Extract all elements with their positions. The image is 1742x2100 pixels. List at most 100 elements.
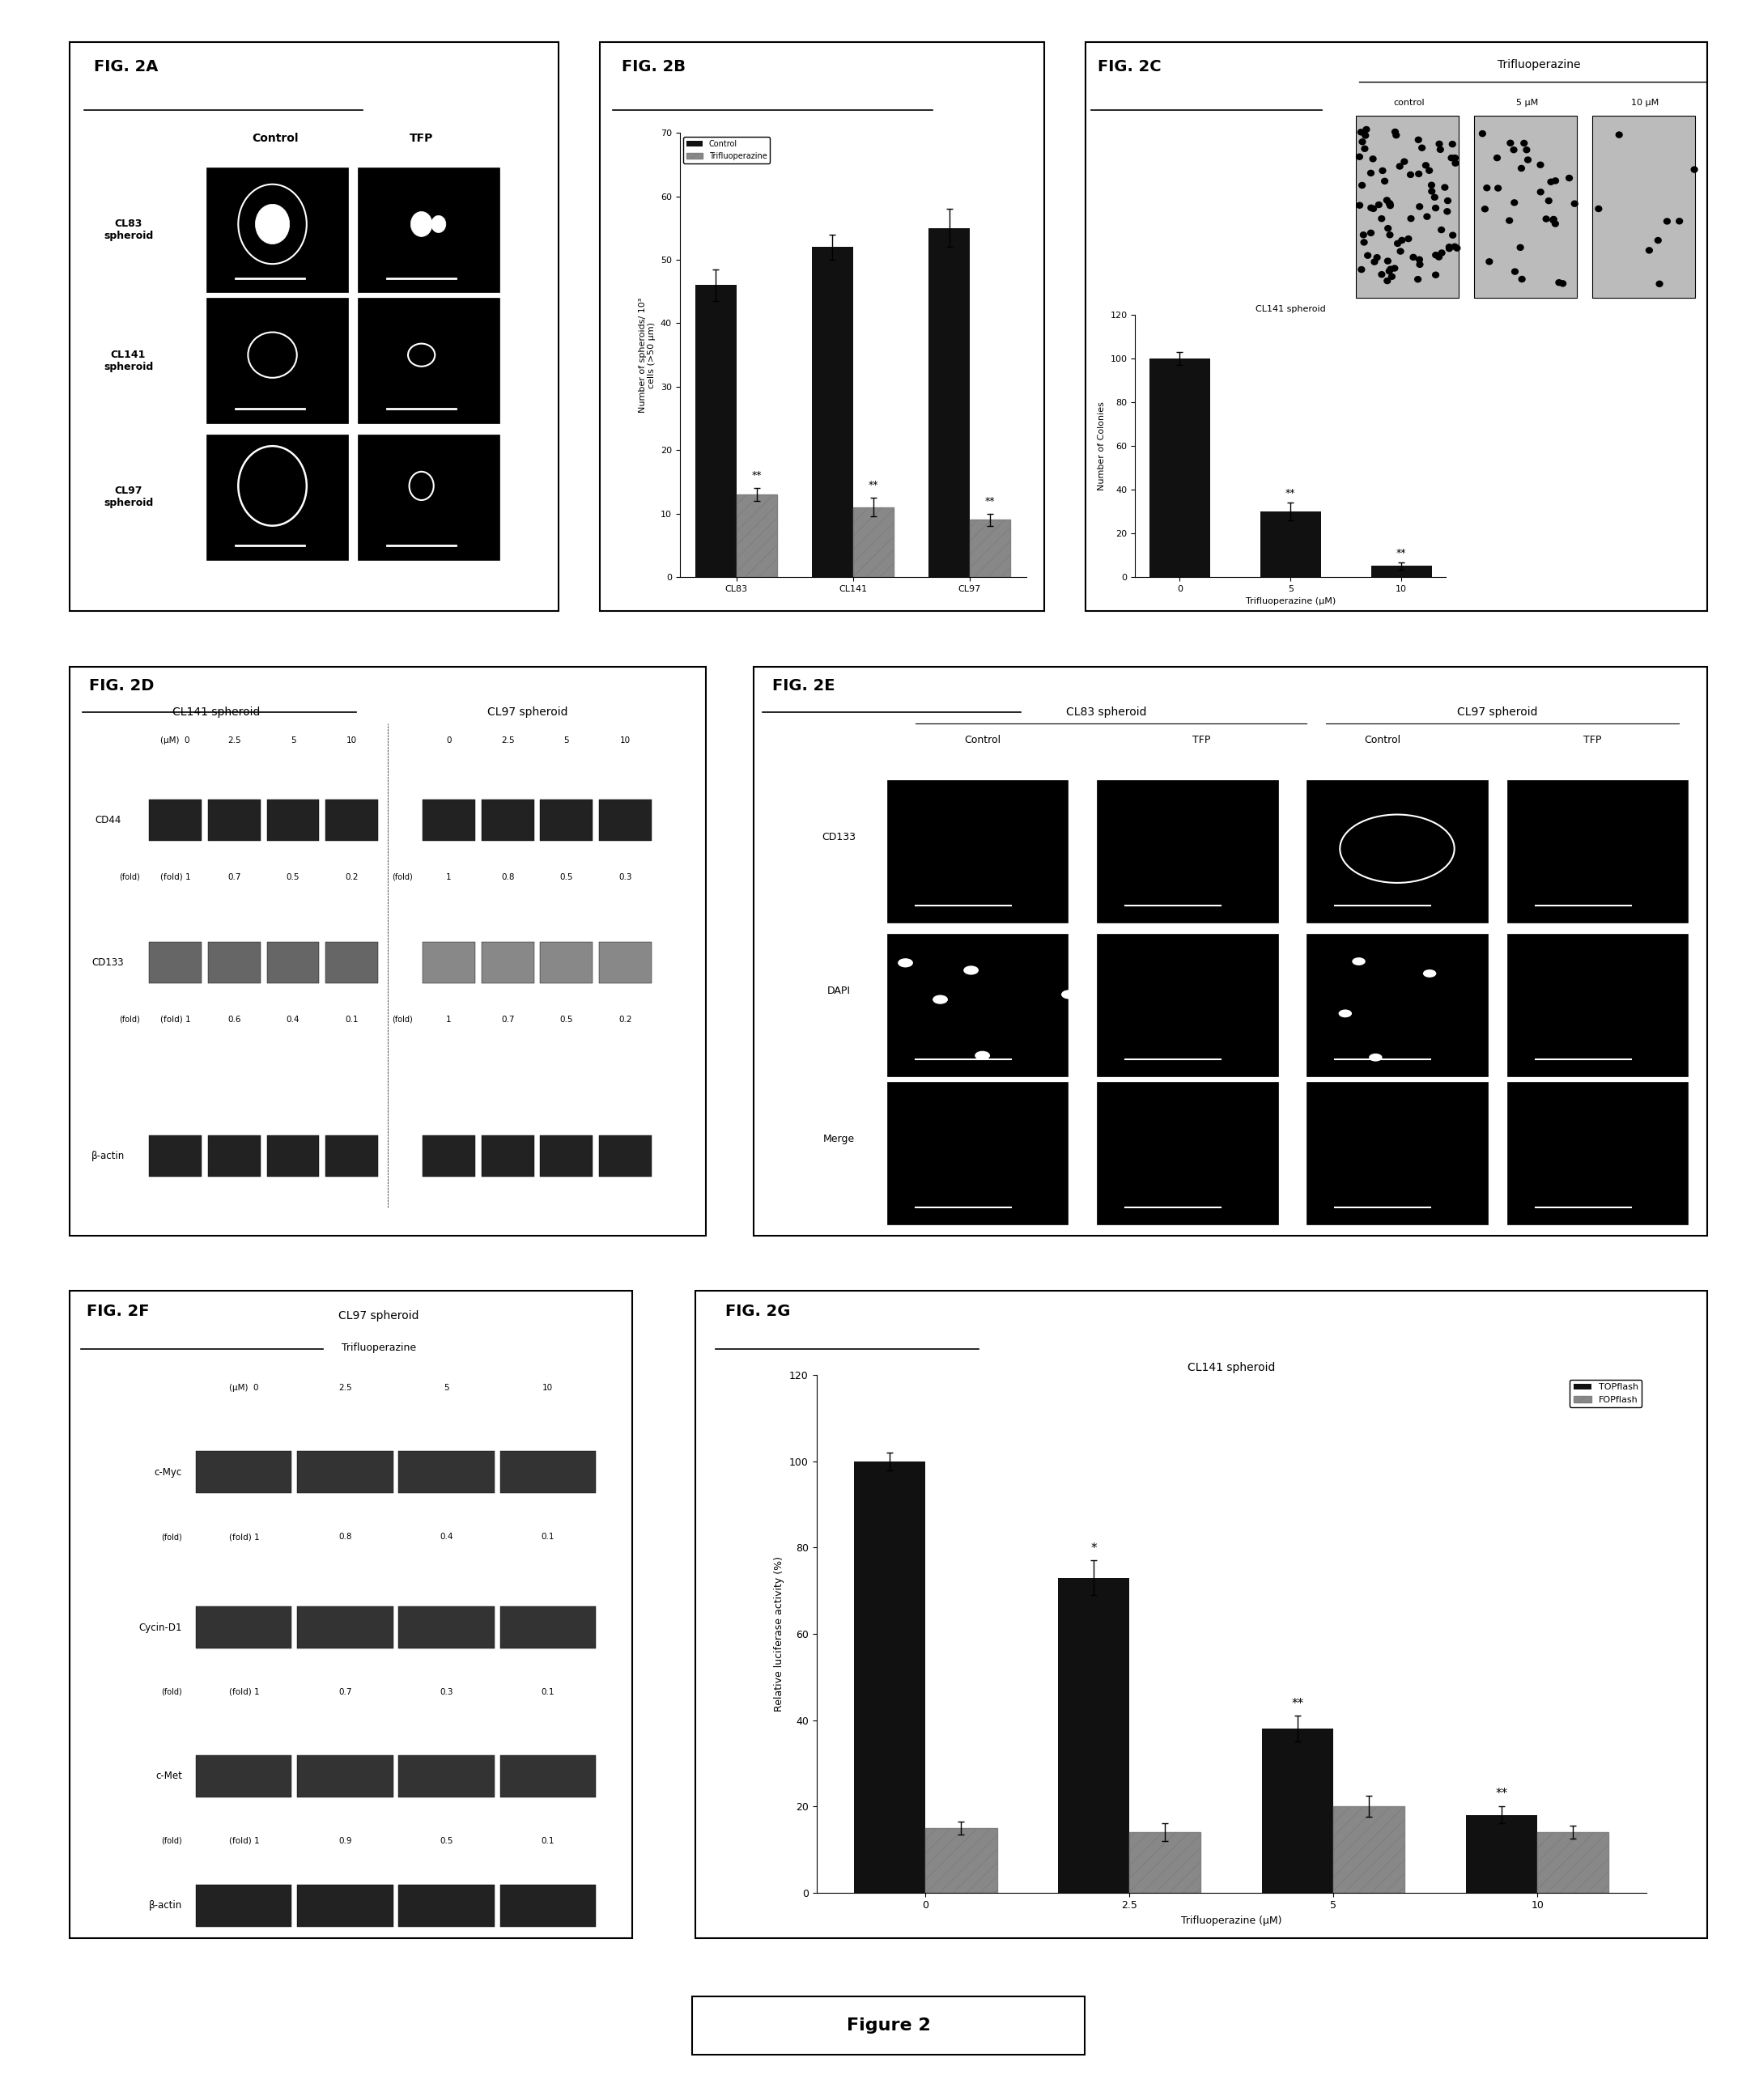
- Bar: [599, 1136, 652, 1176]
- Circle shape: [1369, 1054, 1381, 1061]
- Bar: [540, 943, 592, 983]
- Circle shape: [1519, 275, 1526, 284]
- Text: 0.1: 0.1: [542, 1533, 554, 1541]
- Text: FIG. 2G: FIG. 2G: [725, 1304, 791, 1319]
- Text: CL83 spheroid: CL83 spheroid: [1066, 706, 1146, 718]
- Circle shape: [932, 995, 948, 1004]
- Circle shape: [1399, 237, 1406, 244]
- Text: 1: 1: [446, 874, 451, 882]
- Circle shape: [1517, 244, 1524, 250]
- Circle shape: [1446, 244, 1453, 250]
- Text: Control: Control: [963, 735, 1000, 746]
- Circle shape: [1388, 273, 1395, 279]
- Circle shape: [1362, 132, 1369, 139]
- Circle shape: [1676, 218, 1683, 225]
- Circle shape: [256, 204, 289, 244]
- Circle shape: [1428, 187, 1435, 195]
- Text: Trifluoperazine: Trifluoperazine: [1498, 59, 1580, 71]
- Text: (fold): (fold): [392, 874, 413, 882]
- Bar: [423, 800, 476, 840]
- Circle shape: [1495, 185, 1502, 191]
- Bar: [150, 800, 202, 840]
- Bar: [540, 800, 592, 840]
- Circle shape: [1556, 279, 1563, 286]
- Circle shape: [1395, 164, 1404, 170]
- Circle shape: [1453, 246, 1462, 252]
- Text: FIG. 2F: FIG. 2F: [87, 1304, 150, 1319]
- Bar: [540, 1136, 592, 1176]
- Circle shape: [976, 1050, 989, 1060]
- Circle shape: [1536, 162, 1543, 168]
- Circle shape: [1401, 158, 1408, 166]
- Circle shape: [963, 966, 979, 974]
- Text: 0.5: 0.5: [559, 874, 573, 882]
- Circle shape: [1355, 202, 1364, 208]
- Text: 0.2: 0.2: [618, 1016, 632, 1023]
- Text: Control: Control: [251, 132, 298, 145]
- Circle shape: [1510, 147, 1517, 153]
- Circle shape: [1432, 204, 1439, 212]
- Circle shape: [1387, 200, 1394, 208]
- Circle shape: [1361, 239, 1367, 246]
- Text: 0.5: 0.5: [286, 874, 300, 882]
- Circle shape: [1381, 179, 1388, 185]
- Text: 2.5: 2.5: [502, 737, 514, 746]
- Circle shape: [1361, 231, 1367, 237]
- Text: Cycin-D1: Cycin-D1: [139, 1621, 183, 1632]
- Circle shape: [1408, 214, 1415, 223]
- Circle shape: [1415, 170, 1423, 176]
- Circle shape: [1449, 141, 1456, 147]
- Text: β-actin: β-actin: [148, 1900, 183, 1911]
- Text: 0.4: 0.4: [286, 1016, 300, 1023]
- Text: CL141
spheroid: CL141 spheroid: [103, 349, 153, 372]
- Circle shape: [1430, 193, 1439, 202]
- Text: 5: 5: [564, 737, 570, 746]
- Text: CL97 spheroid: CL97 spheroid: [1456, 706, 1538, 718]
- Text: 0.7: 0.7: [338, 1688, 352, 1697]
- Circle shape: [411, 212, 432, 237]
- Text: 0.1: 0.1: [542, 1838, 554, 1846]
- Text: 0.8: 0.8: [338, 1533, 352, 1541]
- Circle shape: [1416, 204, 1423, 210]
- Circle shape: [1367, 170, 1374, 176]
- Circle shape: [1444, 208, 1451, 214]
- Circle shape: [1357, 128, 1364, 137]
- Text: 10: 10: [347, 737, 357, 746]
- Text: c-Met: c-Met: [155, 1770, 183, 1781]
- Circle shape: [1369, 206, 1378, 212]
- Circle shape: [1385, 267, 1394, 275]
- Circle shape: [1387, 202, 1394, 210]
- Text: 0.1: 0.1: [542, 1688, 554, 1697]
- Circle shape: [1415, 275, 1421, 284]
- Circle shape: [1061, 989, 1077, 1000]
- Circle shape: [1521, 141, 1528, 147]
- Circle shape: [897, 958, 913, 968]
- Text: (fold): (fold): [118, 1016, 139, 1023]
- Bar: [500, 1756, 596, 1798]
- Circle shape: [1646, 248, 1653, 254]
- Text: 0.1: 0.1: [345, 1016, 359, 1023]
- Text: 10 μM: 10 μM: [1631, 99, 1658, 107]
- Bar: [326, 800, 378, 840]
- Circle shape: [1383, 197, 1390, 204]
- Bar: [207, 943, 261, 983]
- Text: (fold) 1: (fold) 1: [228, 1533, 260, 1541]
- Circle shape: [1362, 126, 1371, 132]
- Circle shape: [1428, 183, 1435, 189]
- Text: 5 μM: 5 μM: [1516, 99, 1538, 107]
- Circle shape: [1415, 137, 1421, 143]
- Text: CL97 spheroid: CL97 spheroid: [338, 1310, 420, 1321]
- Text: 10: 10: [542, 1384, 552, 1392]
- Circle shape: [1559, 279, 1566, 288]
- Text: Merge: Merge: [824, 1134, 855, 1145]
- Circle shape: [1357, 267, 1366, 273]
- Circle shape: [432, 216, 446, 233]
- Circle shape: [1385, 200, 1394, 206]
- Text: 2.5: 2.5: [338, 1384, 352, 1392]
- Text: 0.4: 0.4: [439, 1533, 453, 1541]
- Circle shape: [1493, 155, 1502, 162]
- Bar: [298, 1756, 394, 1798]
- Text: (fold): (fold): [118, 874, 139, 882]
- Circle shape: [1352, 958, 1366, 966]
- Circle shape: [1524, 155, 1531, 164]
